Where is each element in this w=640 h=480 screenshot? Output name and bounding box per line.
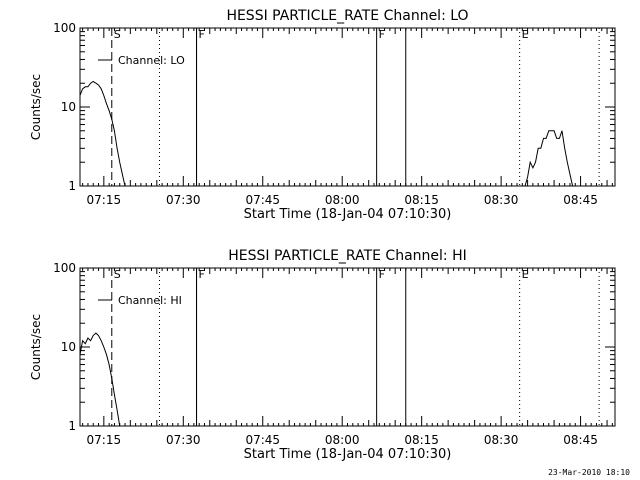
x-tick-label: 08:00 <box>325 433 360 447</box>
x-tick-label: 08:45 <box>563 433 598 447</box>
x-axis-label: Start Time (18-Jan-04 07:10:30) <box>244 447 452 462</box>
y-tick-label: 100 <box>53 261 76 275</box>
panel-channel-hi: HESSI PARTICLE_RATE Channel: HI Counts/se… <box>29 248 616 462</box>
y-tick-label: 1 <box>68 419 76 433</box>
panel-channel-lo: HESSI PARTICLE_RATE Channel: LO Counts/se… <box>29 8 616 222</box>
legend-label: Channel: HI <box>118 294 182 307</box>
plot-frame <box>79 27 616 187</box>
marker-label: S <box>114 268 121 281</box>
marker-label: F <box>199 28 205 41</box>
x-tick-label: 08:30 <box>484 433 519 447</box>
y-tick-label: 1 <box>68 179 76 193</box>
chart-title: HESSI PARTICLE_RATE Channel: HI <box>228 248 466 264</box>
marker-label: F <box>379 268 385 281</box>
x-tick-label: 07:45 <box>245 193 280 207</box>
legend-label: Channel: LO <box>118 54 185 67</box>
plot-frame <box>79 267 616 427</box>
marker-label: S <box>114 28 121 41</box>
x-tick-label: 08:15 <box>404 433 439 447</box>
y-tick-label: 10 <box>61 340 76 354</box>
x-tick-label: 07:30 <box>166 193 201 207</box>
marker-label: E <box>522 28 529 41</box>
y-axis-label: Counts/sec <box>29 314 43 380</box>
x-tick-label: 07:30 <box>166 433 201 447</box>
series-line-1 <box>524 130 574 187</box>
x-tick-label: 07:45 <box>245 433 280 447</box>
x-tick-label: 08:15 <box>404 193 439 207</box>
x-tick-label: 08:00 <box>325 193 360 207</box>
y-tick-label: 10 <box>61 100 76 114</box>
y-axis-label: Counts/sec <box>29 74 43 140</box>
y-tick-label: 100 <box>53 21 76 35</box>
marker-label: E <box>522 268 529 281</box>
series-line-0 <box>79 80 126 187</box>
marker-label: F <box>199 268 205 281</box>
x-tick-label: 08:45 <box>563 193 598 207</box>
marker-label: F <box>379 28 385 41</box>
x-tick-label: 08:30 <box>484 193 519 207</box>
x-tick-label: 07:15 <box>87 433 122 447</box>
x-axis-label: Start Time (18-Jan-04 07:10:30) <box>244 207 452 222</box>
footer-timestamp: 23-Mar-2010 18:10 <box>548 468 630 477</box>
series-line-0 <box>79 332 121 427</box>
chart-title: HESSI PARTICLE_RATE Channel: LO <box>226 8 468 24</box>
x-tick-label: 07:15 <box>87 193 122 207</box>
